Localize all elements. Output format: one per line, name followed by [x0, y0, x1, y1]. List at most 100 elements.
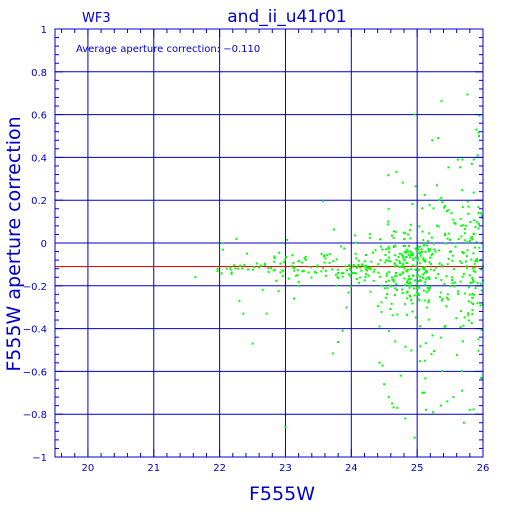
- data-point: [427, 301, 430, 304]
- data-point: [477, 211, 480, 214]
- data-point: [281, 269, 284, 272]
- data-point: [468, 240, 471, 242]
- data-point: [462, 421, 465, 424]
- data-point: [453, 221, 456, 224]
- data-point: [438, 262, 441, 265]
- data-point: [413, 436, 416, 439]
- data-point: [391, 402, 394, 405]
- data-point: [309, 266, 312, 269]
- data-point: [401, 292, 404, 295]
- data-point: [402, 245, 405, 247]
- data-point: [429, 268, 432, 271]
- data-point: [310, 276, 313, 279]
- data-point: [472, 293, 475, 296]
- data-point: [434, 250, 437, 253]
- data-point: [406, 281, 408, 284]
- data-point: [451, 279, 454, 281]
- plot-frame-layer: [54, 28, 484, 458]
- data-point: [337, 271, 339, 274]
- data-point: [479, 304, 482, 307]
- data-point: [301, 270, 304, 273]
- data-point: [411, 302, 414, 305]
- data-point: [384, 261, 387, 264]
- data-point: [404, 345, 407, 348]
- data-point: [418, 252, 421, 255]
- data-point: [426, 244, 429, 247]
- data-point: [461, 275, 464, 278]
- data-point: [293, 269, 296, 272]
- data-point: [352, 264, 355, 266]
- data-point: [422, 276, 424, 279]
- data-point: [394, 340, 397, 343]
- data-point: [453, 285, 456, 288]
- data-point: [474, 226, 477, 228]
- data-point: [472, 280, 475, 283]
- data-point: [418, 280, 420, 282]
- data-point: [412, 257, 415, 260]
- data-point: [261, 288, 264, 291]
- data-point: [408, 282, 411, 285]
- data-point: [406, 313, 408, 316]
- data-point: [463, 239, 466, 242]
- data-point: [438, 198, 441, 201]
- data-point: [416, 274, 419, 277]
- data-point: [417, 269, 420, 272]
- data-point: [216, 270, 219, 273]
- data-point: [404, 245, 407, 247]
- data-point: [423, 272, 426, 275]
- data-point: [387, 279, 390, 282]
- x-axis-title: F555W: [249, 483, 315, 505]
- data-point: [465, 266, 468, 269]
- data-point: [463, 316, 466, 319]
- data-point: [355, 266, 358, 269]
- data-point: [413, 294, 416, 297]
- data-point: [386, 223, 389, 226]
- data-point: [302, 270, 305, 273]
- chip-label: WF3: [82, 11, 111, 26]
- data-point: [277, 290, 280, 293]
- data-point: [446, 293, 449, 296]
- data-point: [423, 391, 426, 394]
- data-point: [385, 248, 388, 251]
- data-point: [334, 273, 337, 276]
- data-point: [389, 260, 392, 263]
- data-point: [415, 286, 418, 289]
- data-point: [418, 245, 421, 248]
- data-point: [390, 302, 393, 305]
- data-point: [440, 264, 443, 267]
- data-points-layer: [194, 93, 484, 439]
- data-point: [341, 275, 344, 278]
- data-point: [470, 301, 473, 304]
- data-point: [422, 266, 425, 269]
- data-point: [441, 201, 444, 204]
- data-point: [422, 259, 425, 262]
- data-point: [419, 345, 422, 348]
- data-point: [405, 262, 408, 264]
- data-point: [414, 279, 416, 282]
- data-point: [452, 218, 455, 221]
- data-point: [294, 266, 297, 269]
- data-point: [424, 251, 427, 253]
- data-point: [478, 135, 480, 137]
- data-point: [389, 308, 392, 310]
- data-point: [379, 259, 382, 262]
- data-point: [385, 274, 388, 277]
- data-point: [477, 131, 480, 134]
- data-point: [415, 249, 418, 252]
- data-point: [409, 223, 412, 226]
- data-point: [394, 275, 397, 278]
- data-point: [422, 258, 425, 261]
- data-point: [426, 286, 429, 289]
- data-point: [292, 267, 295, 269]
- data-point: [304, 255, 307, 258]
- data-point: [378, 275, 381, 278]
- data-point: [216, 267, 219, 270]
- data-point: [420, 248, 423, 251]
- data-point: [477, 349, 480, 352]
- data-point: [472, 252, 475, 255]
- data-point: [355, 257, 358, 260]
- data-point: [387, 207, 390, 210]
- data-point: [267, 267, 270, 270]
- data-point: [414, 268, 417, 271]
- data-point: [424, 283, 427, 286]
